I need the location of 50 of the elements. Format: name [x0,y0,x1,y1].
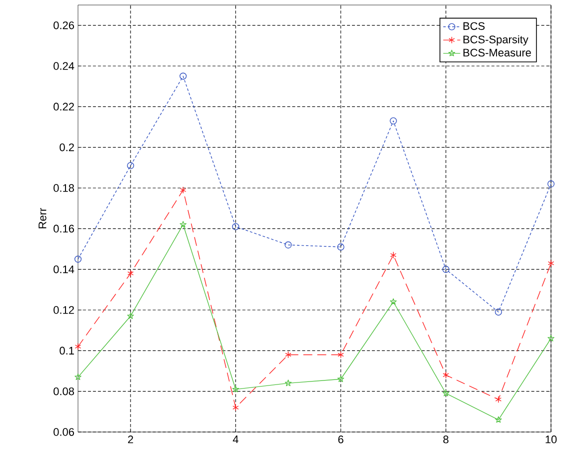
x-tick-label: 4 [232,436,238,444]
point [390,117,397,124]
point [74,256,82,263]
y-tick-label: 0.16 [54,224,74,233]
y-tick-label: 0.14 [54,265,74,274]
point [495,396,502,404]
point [442,390,450,396]
point [547,180,555,188]
point [180,72,187,80]
point [495,416,502,423]
y-tick-label: 0.2 [60,143,74,152]
y-tick-label: 0.12 [54,306,74,314]
y-tick-label: 0.24 [54,62,74,70]
point [232,386,240,392]
y-tick-label: 0.1 [60,346,74,355]
y-tick-label: 0.08 [54,387,74,396]
legend-label: BCS-Sparsity [464,35,528,46]
y-axis-title: Rerr [38,208,46,228]
point [74,343,82,350]
point [390,298,397,305]
point [127,270,134,277]
point [494,308,502,316]
point [74,374,82,380]
point [390,252,396,259]
x-tick-label: 10 [546,436,557,444]
point [442,266,450,273]
x-tick-label: 2 [128,436,134,444]
y-tick-label: 0.22 [54,102,74,111]
point [548,260,554,267]
point [180,221,186,228]
point [337,243,344,250]
point [285,351,292,358]
point [127,162,134,170]
y-tick-label: 0.18 [54,184,74,192]
point [284,241,292,248]
point [442,372,449,379]
y-tick-label: 0.06 [54,428,74,436]
point [180,186,186,194]
point [337,376,344,382]
x-tick-label: 6 [338,436,344,444]
point [338,351,344,358]
point [127,312,134,320]
point [232,223,240,230]
x-tick-label: 8 [443,436,448,444]
legend-label: BCS [464,22,485,30]
y-tick-label: 0.26 [54,21,74,30]
legend-label: BCS-Measure [464,48,531,56]
point [284,380,292,386]
point [232,404,239,412]
point [548,334,554,342]
